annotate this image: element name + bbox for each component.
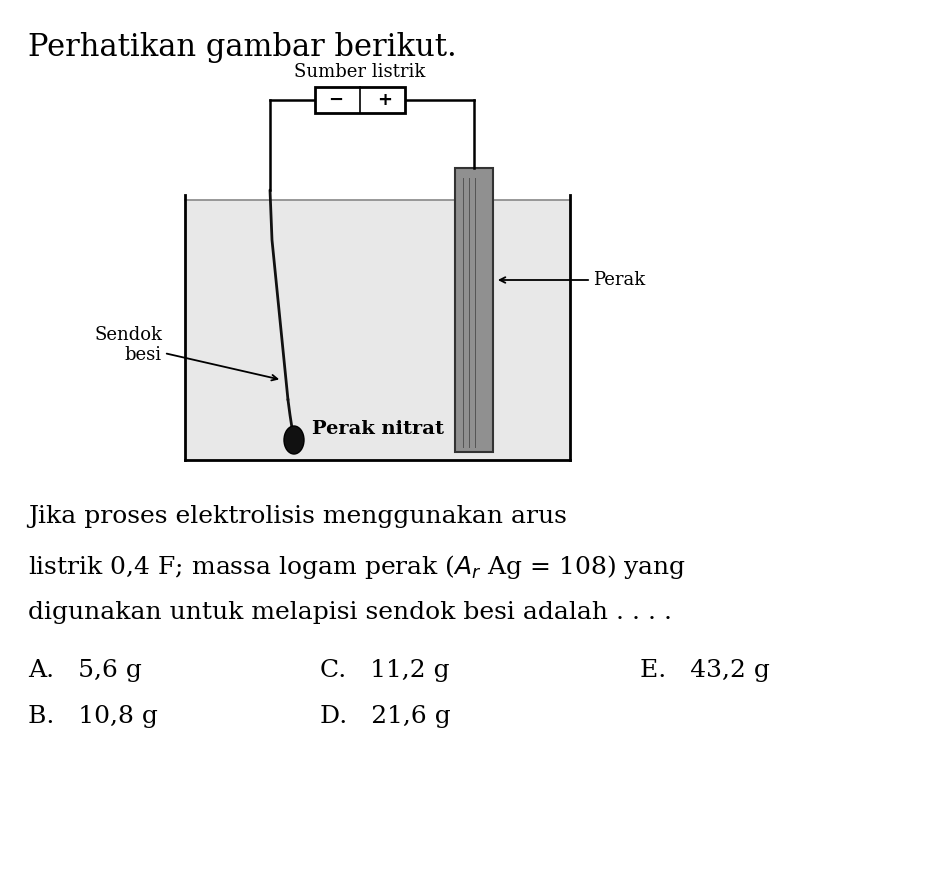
Polygon shape [185,200,570,460]
Polygon shape [455,168,493,452]
Text: B.   10,8 g: B. 10,8 g [28,705,158,728]
Text: D.   21,6 g: D. 21,6 g [320,705,450,728]
Text: C.   11,2 g: C. 11,2 g [320,659,449,682]
Bar [315,87,405,113]
Ellipse shape [284,426,304,454]
Text: E.   43,2 g: E. 43,2 g [640,659,770,682]
Text: Perhatikan gambar berikut.: Perhatikan gambar berikut. [28,32,457,63]
Text: −: − [328,91,344,109]
Text: Perak nitrat: Perak nitrat [311,420,444,438]
Text: digunakan untuk melapisi sendok besi adalah . . . .: digunakan untuk melapisi sendok besi ada… [28,601,672,624]
Text: listrik 0,4 F; massa logam perak ($A_r$ Ag = 108) yang: listrik 0,4 F; massa logam perak ($A_r$ … [28,553,686,581]
Text: Sendok
besi: Sendok besi [94,326,162,364]
Text: +: + [377,91,392,109]
Text: Jika proses elektrolisis menggunakan arus: Jika proses elektrolisis menggunakan aru… [28,505,566,528]
Text: A.   5,6 g: A. 5,6 g [28,659,142,682]
Text: Perak: Perak [593,271,645,289]
Text: Sumber listrik: Sumber listrik [294,63,426,81]
